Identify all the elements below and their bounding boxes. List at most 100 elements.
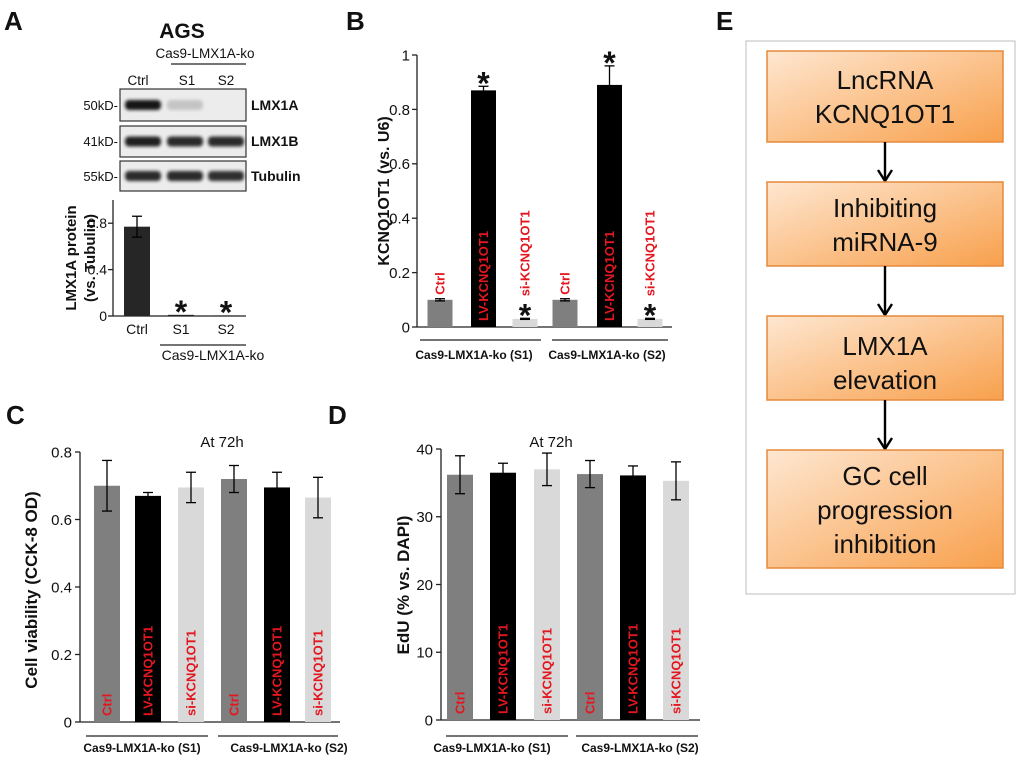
- bar: [94, 485, 120, 722]
- bar-label: si-KCNQ1OT1: [540, 628, 555, 714]
- group-label: Cas9-LMX1A-ko (S1): [83, 741, 200, 755]
- bar: [597, 84, 622, 327]
- bar-label: si-KCNQ1OT1: [184, 630, 199, 716]
- bar: [221, 479, 247, 722]
- y-tick-label: 0.6: [389, 156, 410, 173]
- blot-protein-label: Tubulin: [251, 168, 301, 184]
- bar: [471, 90, 496, 327]
- y-tick-label: 0: [425, 712, 433, 729]
- y-tick-label: 20: [416, 577, 433, 594]
- blot-marker-label: 50kD-: [83, 98, 118, 113]
- y-tick-label: 0.8: [389, 102, 410, 119]
- blot-band: [167, 171, 203, 181]
- panel-c-bar-chart: 0 0.2 0.4 0.6 0.8 Cell viability (CCK-8 OD) At…: [22, 434, 348, 755]
- lane-label-s2: S2: [218, 73, 235, 88]
- bar-label: LV-KCNQ1OT1: [602, 231, 617, 321]
- blot-protein-label: LMX1A: [251, 97, 298, 113]
- bar: [213, 315, 239, 317]
- group-label: Cas9-LMX1A-ko (S2): [548, 348, 665, 362]
- flow-step-text: miRNA-9: [832, 227, 937, 257]
- bar: [663, 480, 689, 720]
- blot-band: [167, 136, 203, 147]
- bar-label: Ctrl: [227, 694, 242, 716]
- y-tick-label: 0: [99, 308, 107, 324]
- flow-arrowhead: [876, 437, 894, 452]
- blot-band: [208, 136, 244, 147]
- bar-label: LV-KCNQ1OT1: [270, 626, 285, 716]
- bar: [124, 226, 150, 316]
- y-tick-label: 0.8: [88, 215, 108, 231]
- chart-title: At 72h: [200, 434, 243, 451]
- chart-title: At 72h: [529, 434, 572, 451]
- flow-box-step-2: [766, 181, 1004, 267]
- blot-band: [125, 100, 161, 110]
- bar-label: Ctrl: [558, 272, 573, 294]
- bar: [577, 474, 603, 720]
- significance-star: *: [220, 294, 233, 330]
- y-tick-label: 0.2: [51, 647, 72, 664]
- bar-label: si-KCNQ1OT1: [311, 630, 326, 716]
- y-tick-label: 0.8: [51, 444, 72, 461]
- bar: [135, 495, 161, 722]
- bar-label: si-KCNQ1OT1: [643, 210, 658, 296]
- flow-frame: [745, 40, 1016, 595]
- y-tick-label: 0.4: [389, 211, 410, 228]
- y-tick-label: 0.2: [389, 265, 410, 282]
- bar-label: LV-KCNQ1OT1: [496, 624, 511, 714]
- lane-label-s1: S1: [179, 73, 196, 88]
- group-label: Cas9-LMX1A-ko: [162, 347, 265, 363]
- panel-label-b: B: [346, 6, 365, 36]
- bar: [490, 472, 516, 720]
- y-tick-label: 0.4: [51, 579, 72, 596]
- panel-label-a: A: [4, 6, 23, 36]
- y-axis-label: Cell viability (CCK-8 OD): [22, 491, 41, 688]
- bar: [552, 299, 578, 327]
- y-tick-label: 0.4: [88, 262, 108, 278]
- bar: [264, 487, 290, 722]
- category-label: S1: [172, 321, 189, 337]
- y-tick-label: 1: [402, 47, 410, 64]
- blot-title: AGS: [159, 20, 205, 43]
- y-tick-label: 0: [64, 714, 72, 731]
- bar: [512, 318, 538, 327]
- panel-e-flow-diagram: LncRNA KCNQ1OT1 Inhibiting miRNA-9 LMX1A…: [745, 40, 1016, 595]
- category-label: S2: [217, 321, 234, 337]
- flow-arrowhead: [876, 303, 894, 318]
- significance-star: *: [603, 45, 616, 81]
- y-tick-label: 40: [416, 441, 433, 458]
- panel-label-d: D: [328, 400, 347, 430]
- group-label: Cas9-LMX1A-ko (S1): [415, 348, 532, 362]
- significance-star: *: [644, 297, 657, 333]
- bar: [305, 497, 331, 722]
- bar-label: LV-KCNQ1OT1: [626, 624, 641, 714]
- bar: [178, 487, 204, 722]
- flow-step-text: GC cell: [842, 461, 927, 491]
- y-axis-label: KCNQ1OT1 (vs. U6): [376, 116, 393, 265]
- blot-band: [125, 136, 161, 147]
- flow-arrowhead: [876, 169, 894, 184]
- significance-star: *: [175, 294, 188, 330]
- blot-band: [208, 171, 244, 181]
- significance-star: *: [477, 65, 490, 101]
- flow-step-text: Inhibiting: [833, 193, 937, 223]
- blot-bands: [125, 100, 244, 181]
- bar-label: si-KCNQ1OT1: [669, 628, 684, 714]
- category-label: Ctrl: [126, 321, 148, 337]
- bar-label: Ctrl: [100, 694, 115, 716]
- y-tick-label: 30: [416, 509, 433, 526]
- bar: [620, 475, 646, 720]
- panel-a-western-blot: AGS Cas9-LMX1A-ko Ctrl S1 S2 50kD- 41kD-…: [83, 20, 301, 192]
- y-axis-label: LMX1A protein: [63, 205, 80, 310]
- bar: [447, 474, 473, 720]
- flow-step-text: LncRNA: [837, 65, 934, 95]
- blot-band: [125, 171, 161, 181]
- panel-label-e: E: [716, 6, 733, 36]
- flow-step-text: LMX1A: [842, 331, 928, 361]
- y-tick-label: 0: [402, 319, 410, 336]
- group-label: Cas9-LMX1A-ko (S2): [230, 741, 347, 755]
- flow-step-text: elevation: [833, 365, 937, 395]
- blot-marker-label: 41kD-: [83, 134, 118, 149]
- bar: [637, 318, 663, 327]
